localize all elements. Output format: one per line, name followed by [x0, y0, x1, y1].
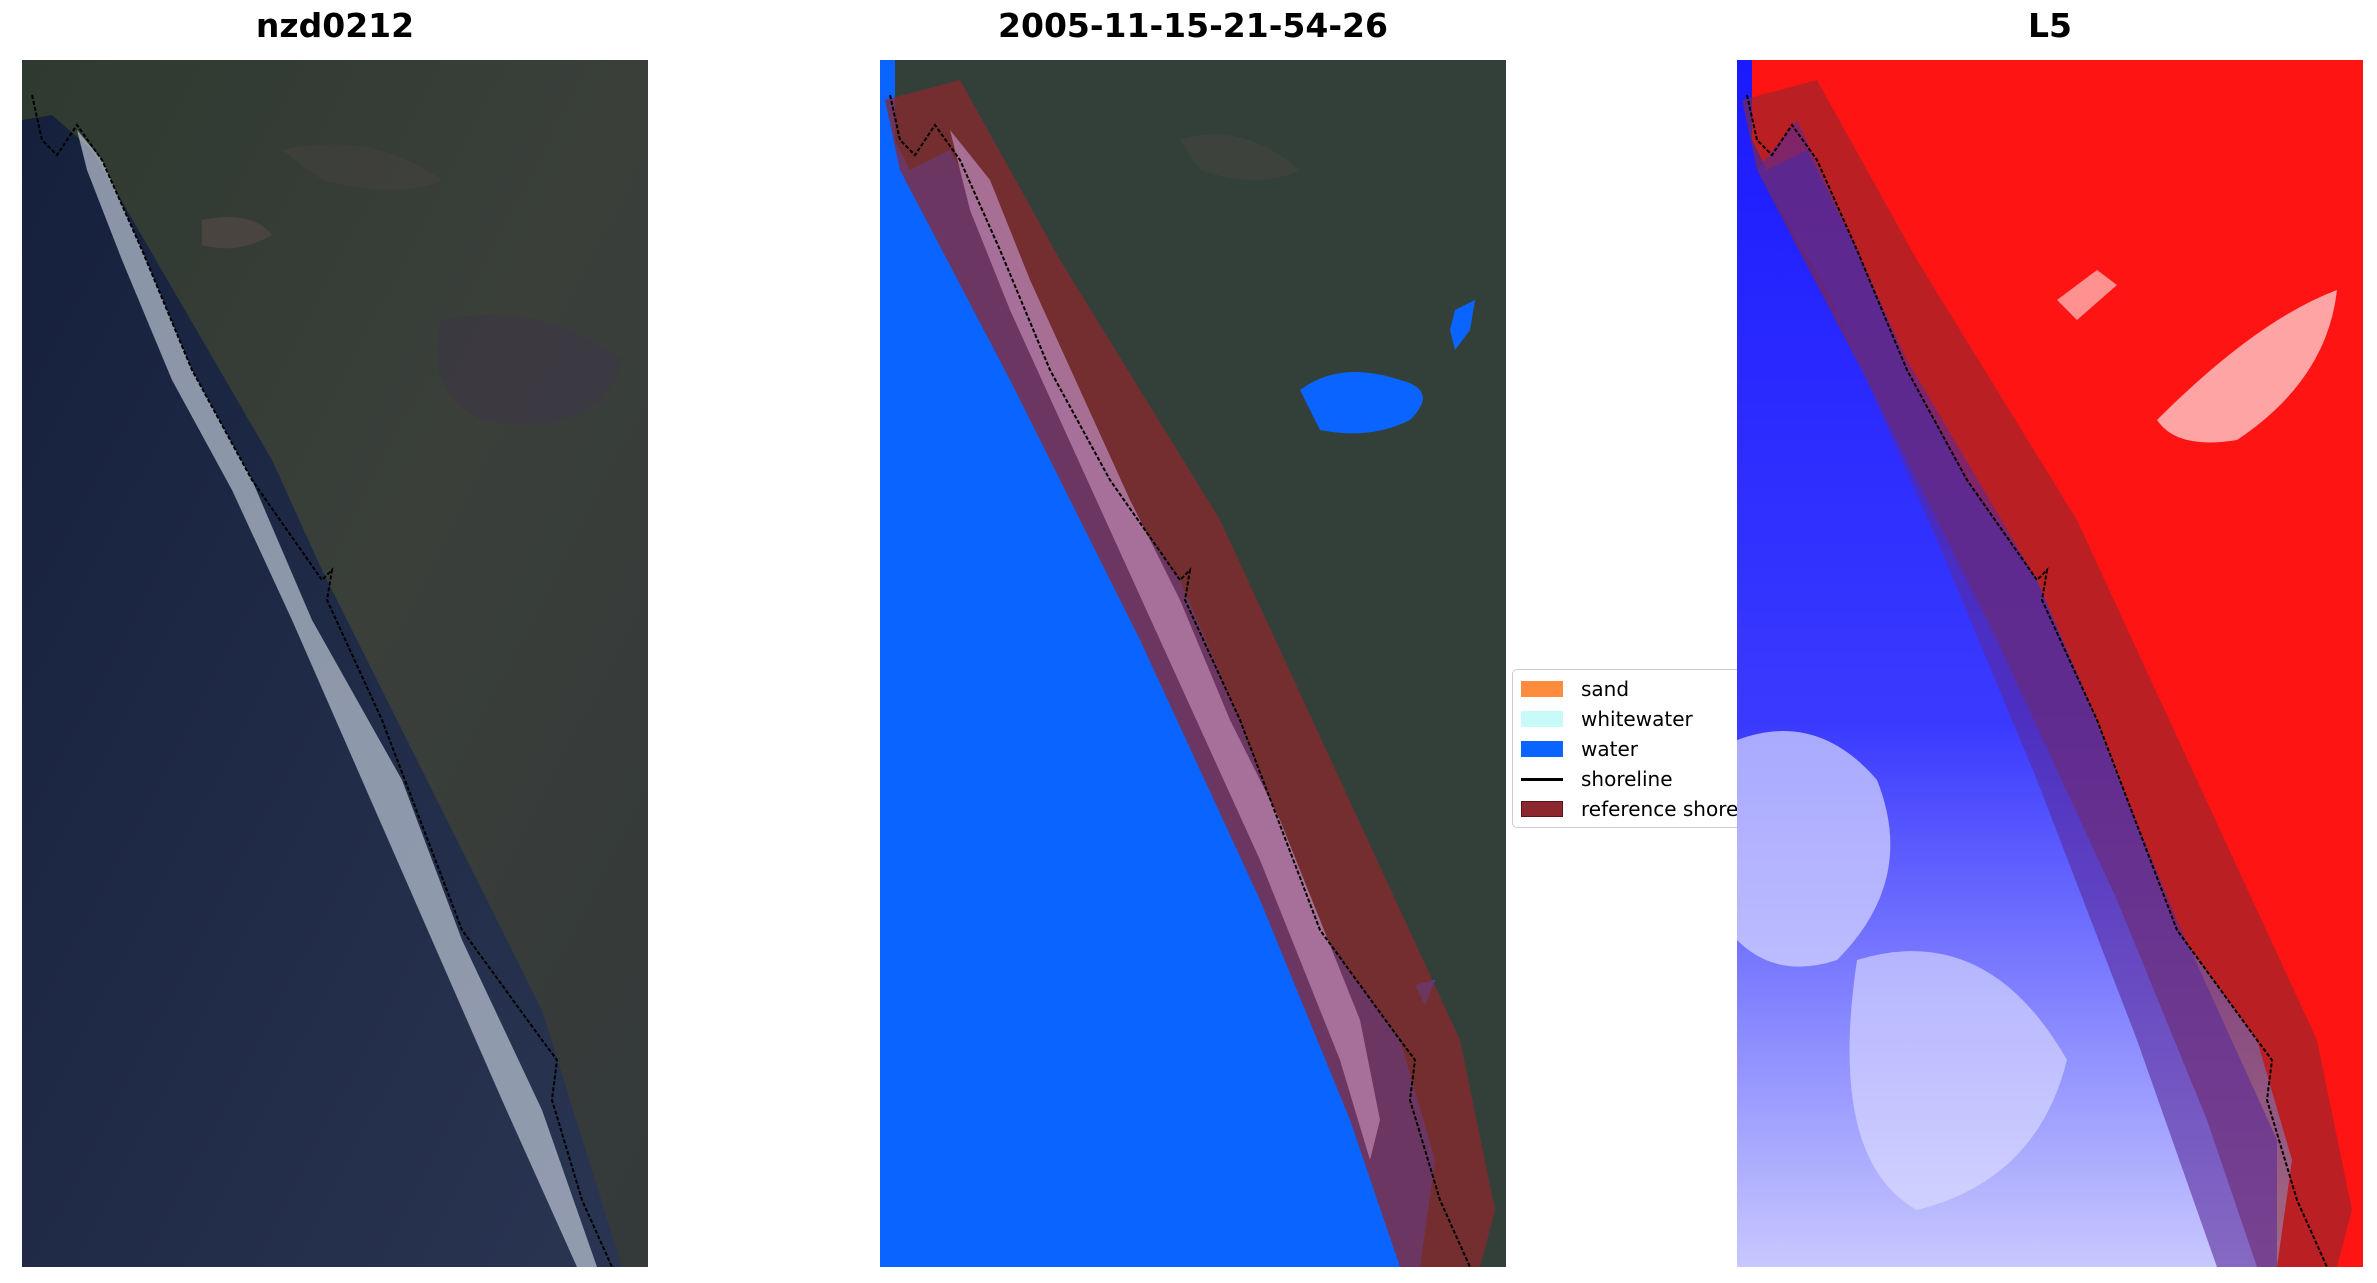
legend-item-shoreline: shoreline — [1521, 764, 1673, 794]
reference-buffer-swatch — [1521, 801, 1563, 817]
legend-item-sand: sand — [1521, 674, 1629, 704]
legend: sand whitewater water shoreline referenc… — [1512, 669, 1744, 828]
shoreline-swatch — [1521, 777, 1563, 781]
rgb-satellite-image — [22, 60, 648, 1267]
panel-title-index: L5 — [2028, 6, 2072, 45]
legend-label: shoreline — [1581, 767, 1673, 791]
legend-label: sand — [1581, 677, 1630, 701]
panel-title-rgb: nzd0212 — [255, 6, 415, 45]
water-swatch — [1521, 741, 1563, 757]
legend-label: reference shoreline buffer — [1581, 797, 1744, 821]
legend-item-whitewater: whitewater — [1521, 704, 1693, 734]
classified-image — [880, 60, 1506, 1267]
legend-item-water: water — [1521, 734, 1638, 764]
sand-swatch — [1521, 681, 1563, 697]
index-image — [1737, 60, 2363, 1267]
legend-label: whitewater — [1581, 707, 1693, 731]
legend-label: water — [1581, 737, 1638, 761]
legend-item-reference-shoreline: reference shoreline buffer — [1521, 794, 1744, 824]
whitewater-swatch — [1521, 711, 1563, 727]
panel-title-classified: 2005-11-15-21-54-26 — [998, 6, 1388, 45]
